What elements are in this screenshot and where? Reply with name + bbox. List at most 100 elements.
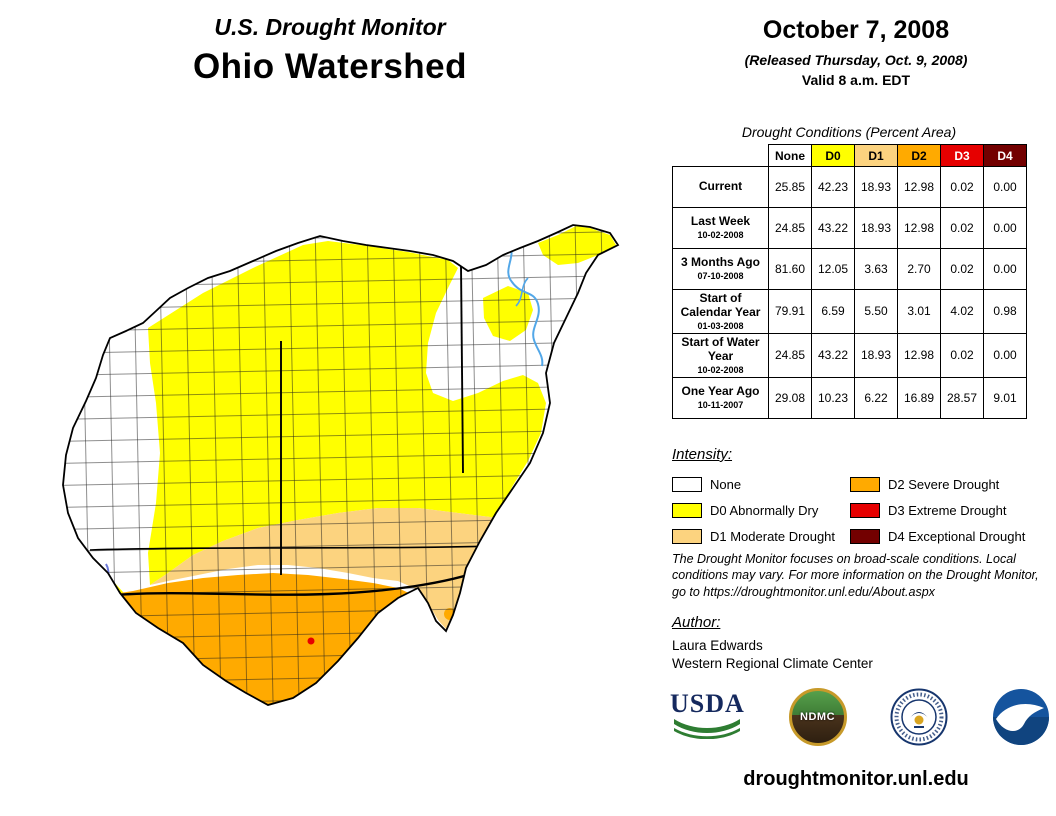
row-label: One Year Ago 10-11-2007 (672, 376, 769, 419)
footer-url: droughtmonitor.unl.edu (743, 768, 969, 790)
drought-table-section: Drought Conditions (Percent Area) None D… (668, 124, 1030, 419)
cell-value: 0.00 (983, 248, 1027, 290)
row-label: Start of Calendar Year 01-03-2008 (672, 289, 769, 334)
legend-label: D2 Severe Drought (888, 476, 1000, 492)
none-swatch (672, 476, 702, 492)
commerce-seal (890, 688, 948, 746)
d0-swatch (672, 502, 702, 518)
ndmc-wordmark: NDMC (800, 711, 836, 723)
row-label: Start of Water Year 10-02-2008 (672, 332, 769, 378)
d2-swatch (850, 476, 880, 492)
table-row: Current 25.85 42.23 18.93 12.98 0.02 0.0… (672, 166, 1027, 208)
cell-value: 25.85 (768, 166, 812, 208)
river-northeast-branch (515, 277, 529, 307)
cell-value: 9.01 (983, 376, 1027, 419)
drought-map (62, 224, 619, 706)
col-header-none: None (768, 144, 812, 167)
cell-value: 0.02 (940, 248, 984, 290)
legend-item-d0: D0 Abnormally Dry (672, 497, 850, 523)
cell-value: 79.91 (768, 289, 812, 334)
cell-value: 28.57 (940, 376, 984, 419)
table-header-row: None D0 D1 D2 D3 D4 (673, 144, 1027, 167)
date-block: October 7, 2008 (Released Thursday, Oct.… (660, 16, 1052, 88)
row-label: Last Week 10-02-2008 (672, 207, 769, 249)
drought-table: None D0 D1 D2 D3 D4 Current 25.85 42.23 … (672, 144, 1027, 419)
author-title: Author: (672, 614, 721, 631)
cell-value: 16.89 (897, 376, 941, 419)
cell-value: 18.93 (854, 166, 898, 208)
noaa-gull-icon (996, 703, 1044, 732)
col-header-d2: D2 (897, 144, 941, 167)
table-row: 3 Months Ago 07-10-2008 81.60 12.05 3.63 … (672, 248, 1027, 290)
cell-value: 42.23 (811, 166, 855, 208)
cell-value: 12.05 (811, 248, 855, 290)
cell-value: 0.02 (940, 332, 984, 378)
author-name: Laura Edwards (672, 638, 763, 653)
river-northeast (507, 244, 544, 367)
author-organization: Western Regional Climate Center (672, 656, 873, 671)
cell-value: 24.85 (768, 207, 812, 249)
cell-value: 2.70 (897, 248, 941, 290)
legend-label: D0 Abnormally Dry (710, 502, 819, 518)
cell-value: 81.60 (768, 248, 812, 290)
cell-value: 10.23 (811, 376, 855, 419)
cell-value: 4.02 (940, 289, 984, 334)
cell-value: 6.59 (811, 289, 855, 334)
legend-item-none: None (672, 471, 850, 497)
cell-value: 0.98 (983, 289, 1027, 334)
col-header-d3: D3 (940, 144, 984, 167)
col-header-d1: D1 (854, 144, 898, 167)
intensity-legend: Intensity: None D0 Abnormally Dry D1 Mod… (672, 446, 1042, 549)
map-header: U.S. Drought Monitor Ohio Watershed (0, 14, 660, 87)
legend-label: None (710, 476, 742, 492)
cell-value: 3.01 (897, 289, 941, 334)
table-row: One Year Ago 10-11-2007 29.08 10.23 6.22 … (672, 376, 1027, 419)
state-line-vertical-east (460, 264, 464, 474)
cell-value: 6.22 (854, 376, 898, 419)
legend-grid: None D0 Abnormally Dry D1 Moderate Droug… (672, 471, 1042, 549)
legend-item-d1: D1 Moderate Drought (672, 523, 850, 549)
cell-value: 43.22 (811, 207, 855, 249)
noaa-logo (993, 689, 1049, 745)
ndmc-logo: NDMC (788, 688, 847, 746)
d4-swatch (850, 528, 880, 544)
eagle-icon (910, 712, 929, 718)
cell-value: 0.02 (940, 166, 984, 208)
cell-value: 12.98 (897, 166, 941, 208)
valid-time: Valid 8 a.m. EDT (801, 72, 911, 88)
table-row: Last Week 10-02-2008 24.85 43.22 18.93 12… (672, 207, 1027, 249)
report-date: October 7, 2008 (762, 16, 950, 44)
cell-value: 18.93 (854, 332, 898, 378)
legend-label: D1 Moderate Drought (710, 528, 836, 544)
cell-value: 24.85 (768, 332, 812, 378)
d1-swatch (672, 528, 702, 544)
cell-value: 12.98 (897, 332, 941, 378)
legend-title: Intensity: (672, 446, 733, 463)
legend-item-d3: D3 Extreme Drought (850, 497, 1042, 523)
usda-logo: USDA (670, 690, 745, 744)
agency-logos: USDA NDMC (664, 688, 1056, 746)
cell-value: 12.98 (897, 207, 941, 249)
table-row: Start of Water Year 10-02-2008 24.85 43.2… (672, 332, 1027, 378)
row-label: 3 Months Ago 07-10-2008 (672, 248, 769, 290)
table-corner-cell (673, 145, 769, 167)
col-header-d4: D4 (983, 144, 1027, 167)
cell-value: 0.02 (940, 207, 984, 249)
cell-value: 29.08 (768, 376, 812, 419)
legend-item-d2: D2 Severe Drought (850, 471, 1042, 497)
usda-swoosh-icon (674, 718, 741, 739)
row-label: Current (672, 166, 769, 208)
report-subtitle: U.S. Drought Monitor (214, 14, 446, 40)
state-line-horizontal (89, 544, 542, 551)
cell-value: 3.63 (854, 248, 898, 290)
cell-value: 0.00 (983, 166, 1027, 208)
report-title: Ohio Watershed (192, 47, 468, 86)
table-row: Start of Calendar Year 01-03-2008 79.91 6… (672, 289, 1027, 334)
disclaimer-text: The Drought Monitor focuses on broad-sca… (672, 552, 1039, 599)
cell-value: 5.50 (854, 289, 898, 334)
d3-swatch (850, 502, 880, 518)
cell-value: 43.22 (811, 332, 855, 378)
legend-item-d4: D4 Exceptional Drought (850, 523, 1042, 549)
author-block: Author: Laura Edwards Western Regional C… (672, 614, 873, 671)
cell-value: 0.00 (983, 332, 1027, 378)
